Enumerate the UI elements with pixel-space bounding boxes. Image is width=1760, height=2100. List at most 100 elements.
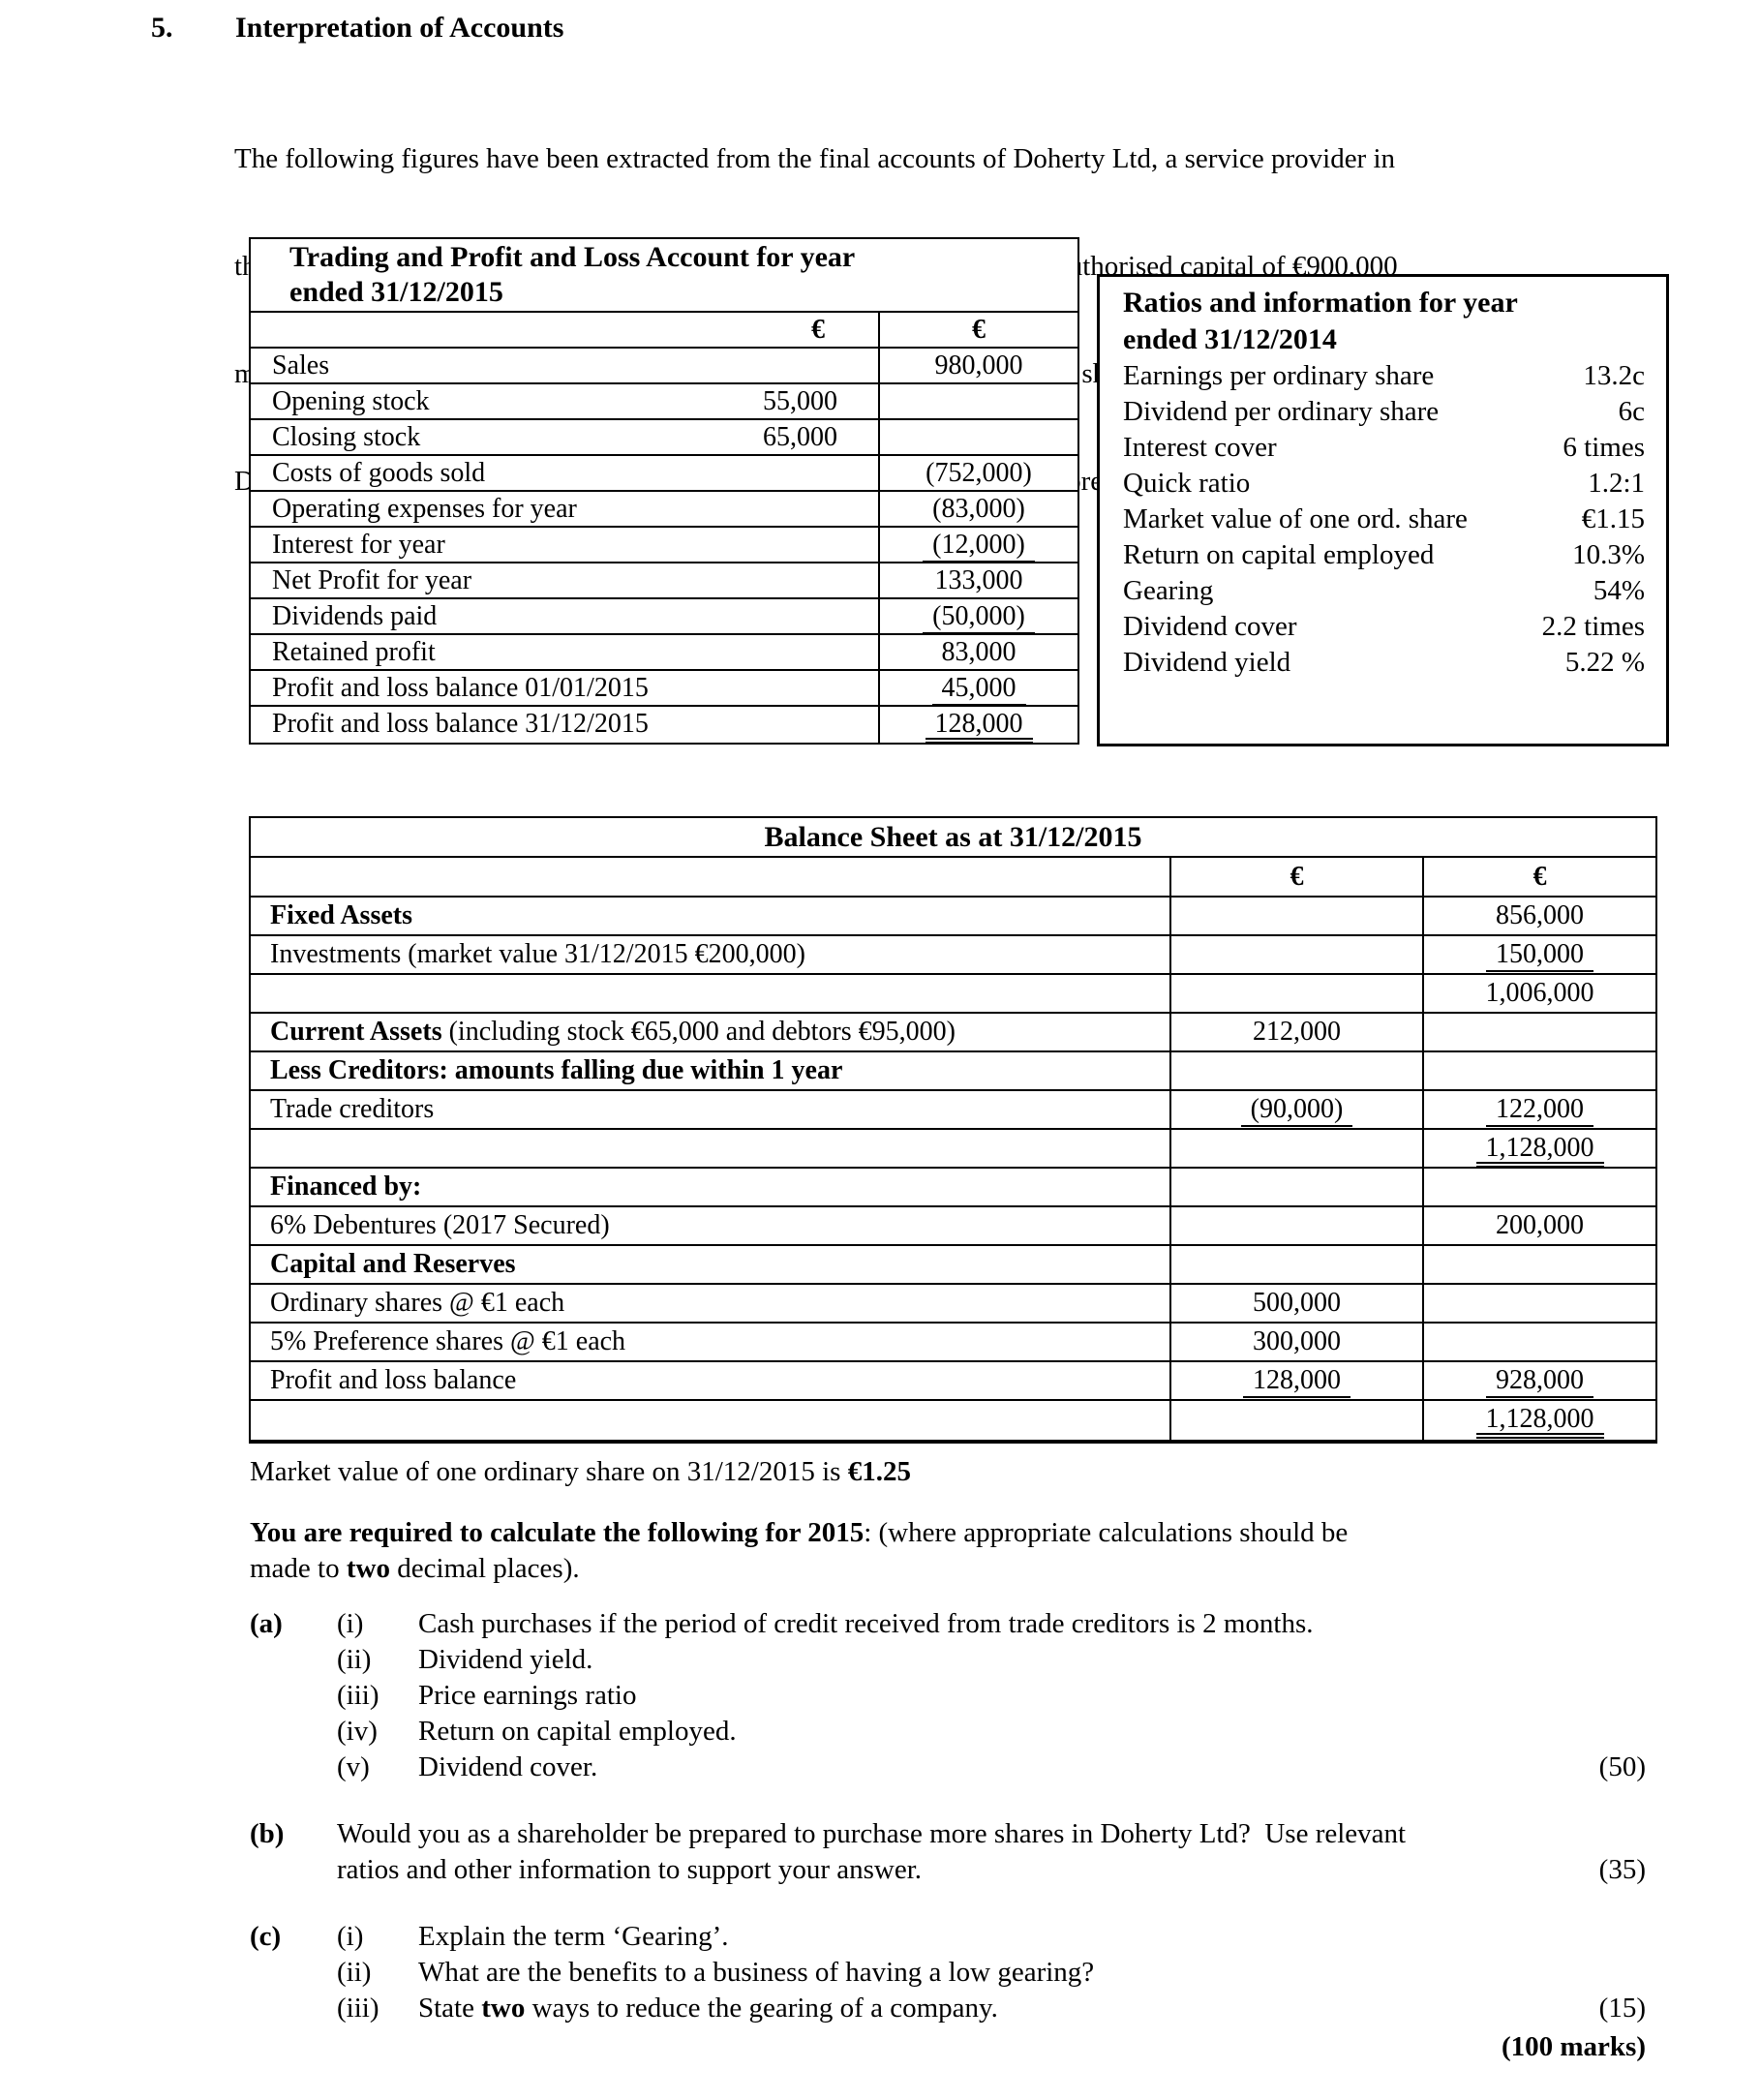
ratio-row: Interest cover 6 times: [1123, 430, 1645, 466]
amount-cell: 122,000: [1422, 1091, 1655, 1128]
ratio-row: Dividend yield 5.22 %: [1123, 645, 1645, 681]
ratio-value: 6c: [1618, 396, 1645, 427]
row-label: Investments (market value 31/12/2015 €20…: [270, 939, 805, 969]
trading-account-table: Trading and Profit and Loss Account for …: [249, 237, 1079, 745]
amount-cell: 45,000: [878, 671, 1077, 706]
table-row: Capital and Reserves: [251, 1246, 1655, 1285]
ratio-label: Dividend cover: [1123, 611, 1297, 642]
currency-header: €: [811, 315, 825, 345]
item-number: (iii): [337, 1680, 379, 1711]
table-row: Profit and loss balance 01/01/2015 45,00…: [251, 671, 1077, 707]
ratio-label: Dividend per ordinary share: [1123, 396, 1440, 427]
ratio-value: 6 times: [1563, 432, 1645, 463]
ratio-label: Quick ratio: [1123, 468, 1251, 499]
marks-badge: (15): [1598, 1993, 1646, 2024]
amount-cell: 1,006,000: [1422, 975, 1655, 1012]
currency-header: €: [878, 313, 1077, 347]
part-c-item: (c) (i) Explain the term ‘Gearing’.: [250, 1919, 1646, 1955]
ratio-value: 10.3%: [1572, 539, 1645, 570]
ratio-value: 1.2:1: [1588, 468, 1645, 499]
marks-badge: (35): [1598, 1854, 1646, 1885]
requirement-line-2: made to two decimal places).: [250, 1553, 580, 1584]
ratio-label: Market value of one ord. share: [1123, 503, 1468, 534]
amount-cell: (50,000): [878, 599, 1077, 634]
part-a-item: (a) (i) Cash purchases if the period of …: [250, 1606, 1646, 1642]
row-label: Profit and loss balance 31/12/2015: [272, 709, 649, 739]
amount-cell: 65,000: [763, 422, 837, 452]
row-label: Financed by:: [270, 1172, 422, 1202]
row-label: 5% Preference shares @ €1 each: [270, 1326, 626, 1356]
amount-cell: (752,000): [878, 456, 1077, 490]
row-label: Retained profit: [272, 637, 436, 667]
table-row: Profit and loss balance 31/12/2015 128,0…: [251, 707, 1077, 744]
item-text: Return on capital employed.: [418, 1716, 737, 1747]
amount-cell: 128,000: [1169, 1362, 1422, 1399]
table-row: Costs of goods sold (752,000): [251, 456, 1077, 492]
part-a-item: (v) Dividend cover. (50): [250, 1750, 1646, 1785]
table-row: Ordinary shares @ €1 each 500,000: [251, 1285, 1655, 1324]
amount-cell: (90,000): [1169, 1091, 1422, 1128]
ratio-label: Gearing: [1123, 575, 1214, 606]
table-row: Closing stock 65,000: [251, 420, 1077, 456]
row-label: Opening stock: [272, 386, 430, 416]
table-row: 5% Preference shares @ €1 each 300,000: [251, 1324, 1655, 1362]
amount-cell: 200,000: [1422, 1207, 1655, 1244]
row-label: Ordinary shares @ €1 each: [270, 1288, 565, 1318]
amount-cell: 128,000: [878, 707, 1077, 744]
amount-cell: 300,000: [1169, 1324, 1422, 1360]
part-label: (b): [250, 1818, 285, 1849]
column-header-row: € €: [251, 858, 1655, 898]
item-text: Price earnings ratio: [418, 1680, 637, 1711]
requirement-line-1: You are required to calculate the follow…: [250, 1517, 1349, 1548]
ratio-row: Gearing 54%: [1123, 573, 1645, 609]
part-label: (c): [250, 1921, 282, 1952]
marks-badge: (50): [1598, 1751, 1646, 1782]
table-title: Trading and Profit and Loss Account for …: [251, 239, 1077, 313]
currency-header: €: [1422, 858, 1655, 896]
total-marks: (100 marks): [1501, 2031, 1646, 2062]
table-row: 1,128,000: [251, 1130, 1655, 1169]
table-row: Net Profit for year 133,000: [251, 563, 1077, 599]
row-label: Profit and loss balance 01/01/2015: [272, 673, 649, 703]
market-value-note: Market value of one ordinary share on 31…: [250, 1456, 911, 1487]
table-row: Current Assets (including stock €65,000 …: [251, 1014, 1655, 1052]
row-label: Trade creditors: [270, 1094, 435, 1124]
amount-cell: (83,000): [878, 492, 1077, 526]
column-header-row: € €: [251, 313, 1077, 349]
amount-cell: 1,128,000: [1422, 1401, 1655, 1440]
balance-sheet-table: Balance Sheet as at 31/12/2015 € € Fixed…: [249, 816, 1657, 1444]
ratio-row: Market value of one ord. share €1.15: [1123, 502, 1645, 537]
table-row: Trade creditors (90,000) 122,000: [251, 1091, 1655, 1130]
item-text: Explain the term ‘Gearing’.: [418, 1921, 729, 1952]
part-a-item: (iii) Price earnings ratio: [250, 1678, 1646, 1714]
item-number: (i): [337, 1921, 364, 1952]
ratio-row: Quick ratio 1.2:1: [1123, 466, 1645, 502]
ratio-value: 13.2c: [1583, 360, 1645, 391]
item-text: State two ways to reduce the gearing of …: [418, 1993, 998, 2024]
page-title: Interpretation of Accounts: [235, 12, 564, 44]
table-row: Sales 980,000: [251, 349, 1077, 384]
ratio-row: Return on capital employed 10.3%: [1123, 537, 1645, 573]
item-number: (ii): [337, 1644, 372, 1675]
table-row: 1,006,000: [251, 975, 1655, 1014]
ratio-row: Dividend per ordinary share 6c: [1123, 394, 1645, 430]
part-a-item: (iv) Return on capital employed.: [250, 1714, 1646, 1750]
ratios-box: Ratios and information for year ended 31…: [1097, 274, 1669, 746]
item-text: What are the benefits to a business of h…: [418, 1957, 1095, 1988]
currency-header: €: [1169, 858, 1422, 896]
row-label: Profit and loss balance: [270, 1365, 517, 1395]
item-text: Dividend yield.: [418, 1644, 593, 1675]
table-row: Investments (market value 31/12/2015 €20…: [251, 936, 1655, 975]
ratio-value: 5.22 %: [1564, 647, 1645, 678]
amount-cell: (12,000): [878, 528, 1077, 563]
ratio-value: 2.2 times: [1541, 611, 1645, 642]
table-title: Balance Sheet as at 31/12/2015: [251, 818, 1655, 858]
ratio-label: Interest cover: [1123, 432, 1277, 463]
ratio-row: Earnings per ordinary share 13.2c: [1123, 358, 1645, 394]
row-label: Closing stock: [272, 422, 421, 452]
row-label: Capital and Reserves: [270, 1249, 516, 1279]
question-number: 5.: [151, 12, 173, 44]
amount-cell: 133,000: [878, 563, 1077, 597]
item-text: Would you as a shareholder be prepared t…: [337, 1818, 1407, 1849]
amount-cell: 83,000: [878, 635, 1077, 669]
